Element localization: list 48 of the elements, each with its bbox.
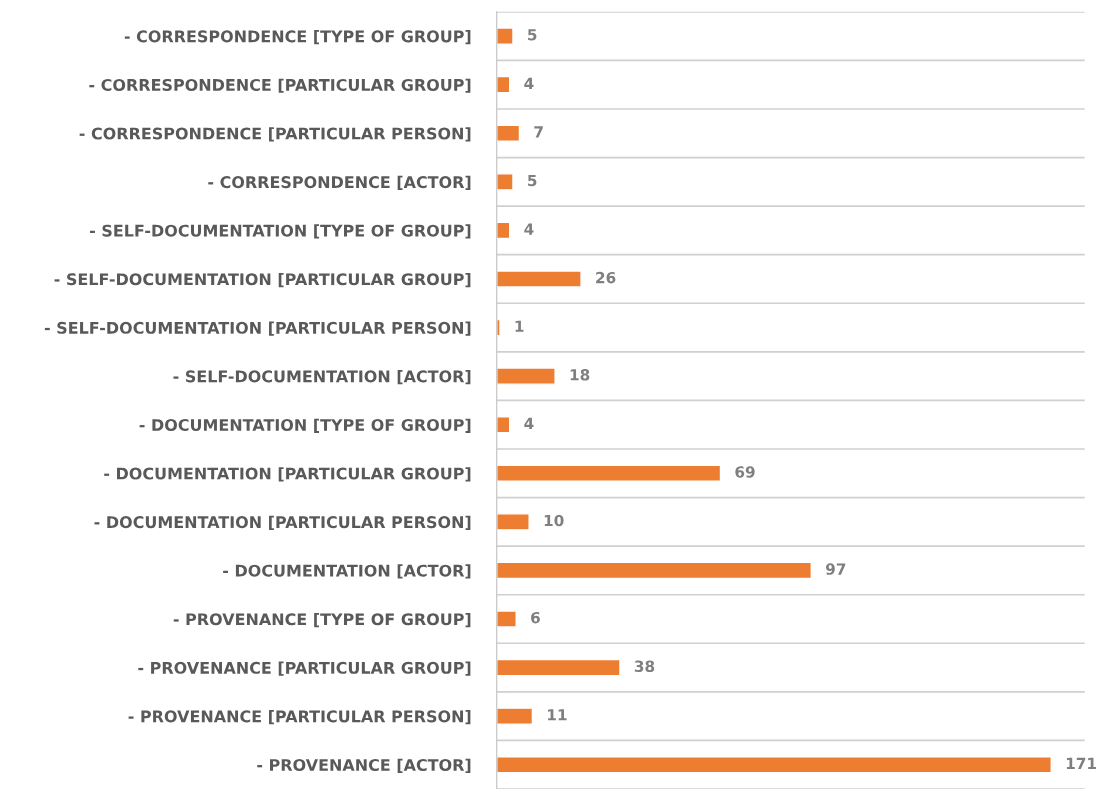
- data-label: 171: [1066, 757, 1096, 769]
- bar: [496, 658, 621, 677]
- data-label: 4: [524, 417, 534, 429]
- y-tick-label: - CORRESPONDENCE [PARTICULAR GROUP]: [89, 78, 471, 93]
- y-tick-label: - CORRESPONDENCE [PARTICULAR PERSON]: [79, 127, 471, 142]
- bar: [496, 221, 511, 240]
- data-label: 10: [544, 514, 564, 527]
- bar: [496, 513, 530, 531]
- y-tick-label: - SELF-DOCUMENTATION [TYPE OF GROUP]: [90, 224, 471, 239]
- bar: [496, 707, 534, 725]
- y-tick-label: - DOCUMENTATION [PARTICULAR GROUP]: [104, 467, 471, 482]
- bar: [496, 415, 511, 434]
- bar: [496, 756, 1052, 774]
- bar: [496, 561, 812, 580]
- bar: [496, 610, 517, 628]
- data-label: 69: [735, 466, 755, 478]
- y-tick-label: - CORRESPONDENCE [ACTOR]: [208, 175, 471, 191]
- y-tick-label: - DOCUMENTATION [PARTICULAR PERSON]: [94, 515, 471, 531]
- bar: [496, 464, 722, 482]
- data-label: 5: [528, 29, 537, 41]
- y-tick-label: - PROVENANCE [ACTOR]: [257, 758, 471, 773]
- bar: [496, 27, 514, 45]
- y-tick-label: - SELF-DOCUMENTATION [ACTOR]: [173, 370, 471, 385]
- bar: [496, 270, 582, 288]
- y-tick-label: - PROVENANCE [PARTICULAR GROUP]: [138, 661, 471, 676]
- y-tick-label: - PROVENANCE [PARTICULAR PERSON]: [128, 710, 471, 725]
- data-label: 18: [570, 369, 590, 381]
- bar: [496, 367, 556, 385]
- data-label: 4: [524, 77, 534, 89]
- data-label: 6: [531, 611, 540, 624]
- bar: [496, 318, 501, 337]
- data-label: 11: [548, 709, 567, 721]
- y-tick-label: - SELF-DOCUMENTATION [PARTICULAR PERSON]: [44, 321, 471, 336]
- data-label: 4: [524, 223, 534, 235]
- bar: [496, 124, 521, 142]
- data-label: 97: [825, 563, 846, 575]
- bar: [496, 173, 514, 191]
- data-label: 7: [534, 126, 543, 138]
- y-tick-label: - CORRESPONDENCE [TYPE OF GROUP]: [124, 30, 471, 45]
- data-label: 5: [528, 174, 537, 187]
- y-tick-label: - SELF-DOCUMENTATION [PARTICULAR GROUP]: [54, 272, 471, 288]
- y-tick-label: - DOCUMENTATION [ACTOR]: [223, 564, 471, 579]
- bar: [496, 75, 511, 94]
- data-label: 1: [515, 320, 524, 332]
- data-label: 26: [596, 271, 616, 284]
- y-tick-label: - DOCUMENTATION [TYPE OF GROUP]: [139, 418, 471, 433]
- data-label: 38: [634, 660, 655, 672]
- y-tick-label: - PROVENANCE [TYPE OF GROUP]: [173, 612, 471, 628]
